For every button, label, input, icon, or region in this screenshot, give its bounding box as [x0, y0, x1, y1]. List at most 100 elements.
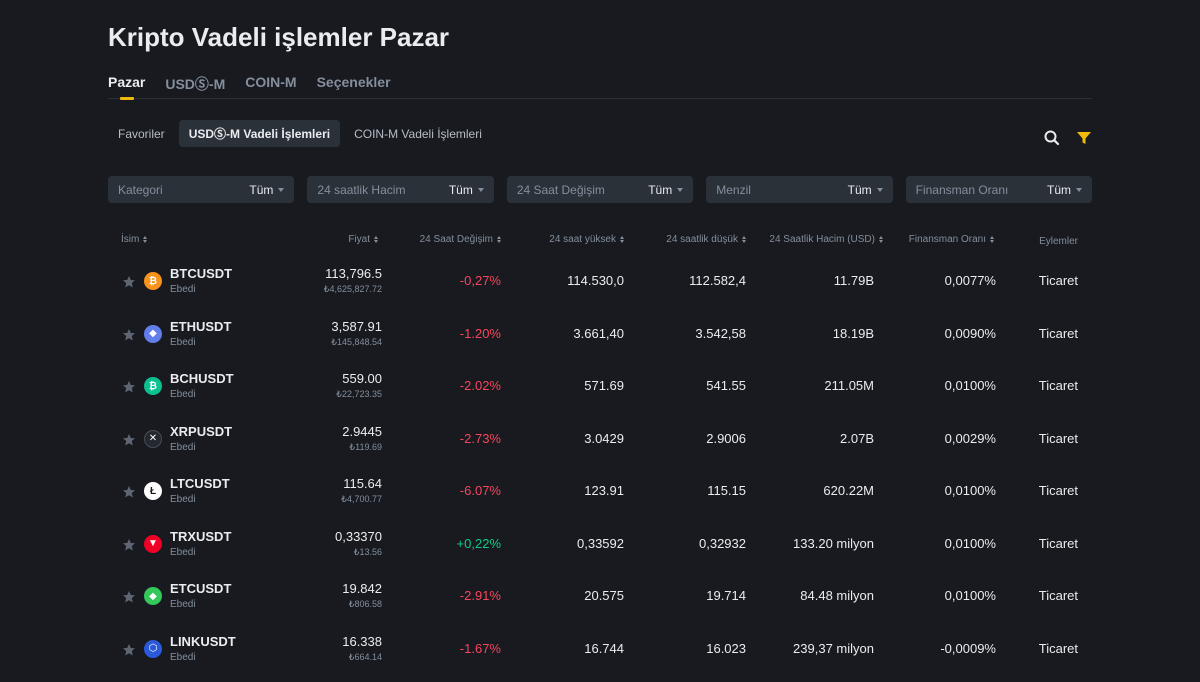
filter-icon[interactable]: [1075, 129, 1093, 147]
filter-funding[interactable]: Finansman Oranı Tüm: [905, 176, 1093, 203]
symbol[interactable]: ETCUSDT: [170, 581, 232, 596]
symbol[interactable]: XRPUSDT: [170, 423, 233, 439]
filter-bar: Kategori Tüm 24 saatlik Hacim Tüm 24 Saa…: [108, 176, 1093, 203]
filter-value: Tüm: [1047, 182, 1072, 197]
trade-link[interactable]: Ticaret: [1038, 325, 1078, 341]
price-try: ₺13.56: [353, 546, 382, 557]
price: 2.9445: [342, 423, 382, 439]
funding-rate: 0,0100%: [944, 588, 996, 603]
change-24h: -1.20%: [459, 325, 501, 341]
ethereum-icon: ◆: [144, 324, 162, 343]
symbol[interactable]: LINKUSDT: [170, 633, 236, 649]
symbol[interactable]: ETHUSDT: [170, 318, 232, 334]
symbol[interactable]: LTCUSDT: [170, 476, 230, 491]
header-price[interactable]: Fiyat: [348, 234, 378, 245]
low-24h: 16.023: [706, 640, 746, 656]
star-icon[interactable]: [122, 380, 136, 394]
main-tabs: Pazar USDⓈ-M COIN-M Seçenekler: [108, 74, 1092, 99]
header-funding[interactable]: Finansman Oranı: [909, 234, 994, 245]
star-icon[interactable]: [122, 275, 136, 289]
price-try: ₺806.58: [348, 599, 382, 609]
price: 3,587.91: [331, 318, 382, 334]
star-icon[interactable]: [122, 485, 136, 499]
trade-link[interactable]: Ticaret: [1038, 273, 1078, 288]
filter-range[interactable]: Menzil Tüm: [706, 176, 893, 203]
search-icon[interactable]: [1043, 129, 1061, 147]
table-tools: [1043, 129, 1093, 147]
star-icon[interactable]: [122, 643, 136, 657]
filter-value: Tüm: [847, 182, 872, 197]
table-row[interactable]: ₿ BTCUSDT Ebedi 113,796.5 ₺4,625,827.72 …: [108, 258, 1092, 311]
price: 16.338: [342, 633, 382, 649]
price-try: ₺664.14: [348, 651, 382, 662]
high-24h: 16.744: [584, 640, 624, 656]
header-name[interactable]: İsim: [121, 234, 148, 245]
price-try: ₺4,700.77: [341, 494, 382, 504]
price: 19.842: [342, 581, 382, 596]
table-row[interactable]: ◆ ETCUSDT Ebedi 19.842 ₺806.58 -2.91% 20…: [108, 573, 1092, 626]
high-24h: 114.530,0: [567, 273, 624, 288]
trade-link[interactable]: Ticaret: [1038, 483, 1078, 498]
xrp-icon: ✕: [144, 429, 162, 448]
header-low[interactable]: 24 saatlik düşük: [666, 234, 746, 245]
sort-icon: [990, 236, 994, 243]
table-row[interactable]: ▼ TRXUSDT Ebedi 0,33370 ₺13.56 +0,22% 0,…: [108, 521, 1092, 574]
table-row[interactable]: ✕ XRPUSDT Ebedi 2.9445 ₺119.69 -2.73% 3.…: [108, 416, 1092, 469]
subtab-coin-m-futures[interactable]: COIN-M Vadeli İşlemleri: [354, 126, 482, 141]
volume-24h: 84.48 milyon: [800, 588, 874, 603]
high-24h: 0,33592: [577, 535, 624, 551]
high-24h: 123.91: [584, 483, 624, 498]
trade-link[interactable]: Ticaret: [1038, 378, 1078, 393]
subtab-usds-m-futures[interactable]: USDⓈ-M Vadeli İşlemleri: [178, 120, 341, 147]
filter-change[interactable]: 24 Saat Değişim Tüm: [506, 176, 694, 203]
header-volume[interactable]: 24 Saatlik Hacim (USD): [769, 234, 883, 245]
filter-label: Finansman Oranı: [915, 182, 1009, 197]
low-24h: 115.15: [707, 483, 746, 498]
volume-24h: 211.05M: [824, 378, 874, 393]
sort-icon: [143, 236, 148, 243]
star-icon[interactable]: [122, 328, 136, 342]
change-24h: -6.07%: [459, 483, 501, 498]
filter-volume[interactable]: 24 saatlik Hacim Tüm: [307, 176, 494, 203]
symbol[interactable]: BCHUSDT: [170, 371, 234, 386]
tab-coin-m[interactable]: COIN-M: [245, 74, 297, 90]
trade-link[interactable]: Ticaret: [1038, 430, 1078, 446]
price-try: ₺119.69: [349, 441, 382, 452]
filter-label: Menzil: [716, 182, 751, 197]
filter-label: 24 saatlik Hacim: [317, 182, 406, 197]
ethereum-classic-icon: ◆: [144, 587, 162, 605]
filter-category[interactable]: Kategori Tüm: [108, 176, 295, 203]
header-high[interactable]: 24 saat yüksek: [549, 234, 624, 245]
funding-rate: -0,0009%: [940, 640, 996, 656]
table-row[interactable]: ◆ ETHUSDT Ebedi 3,587.91 ₺145,848.54 -1.…: [108, 311, 1092, 364]
table-row[interactable]: ₿ BCHUSDT Ebedi 559.00 ₺22,723.35 -2.02%…: [108, 363, 1092, 416]
star-icon[interactable]: [122, 433, 136, 447]
funding-rate: 0,0029%: [944, 430, 996, 446]
tab-pazar[interactable]: Pazar: [108, 74, 145, 99]
star-icon[interactable]: [122, 590, 136, 604]
table-body: ₿ BTCUSDT Ebedi 113,796.5 ₺4,625,827.72 …: [108, 258, 1092, 678]
symbol[interactable]: TRXUSDT: [170, 528, 232, 544]
trade-link[interactable]: Ticaret: [1038, 588, 1078, 603]
star-icon[interactable]: [122, 538, 136, 552]
low-24h: 0,32932: [699, 535, 746, 551]
tron-icon: ▼: [144, 534, 162, 553]
contract-type: Ebedi: [170, 651, 196, 663]
low-24h: 541.55: [706, 378, 746, 393]
table-row[interactable]: Ł LTCUSDT Ebedi 115.64 ₺4,700.77 -6.07% …: [108, 468, 1092, 521]
sort-icon: [374, 236, 378, 243]
filter-label: Kategori: [118, 182, 163, 197]
tab-secenekler[interactable]: Seçenekler: [316, 74, 391, 90]
trade-link[interactable]: Ticaret: [1038, 535, 1078, 551]
tab-usds-m[interactable]: USDⓈ-M: [165, 76, 226, 92]
volume-24h: 2.07B: [840, 430, 874, 446]
filter-label: 24 Saat Değişim: [516, 182, 605, 197]
trade-link[interactable]: Ticaret: [1038, 640, 1078, 656]
subtab-favorites[interactable]: Favoriler: [118, 126, 165, 141]
price: 115.64: [343, 476, 382, 491]
litecoin-icon: Ł: [144, 482, 162, 500]
volume-24h: 239,37 milyon: [793, 640, 874, 656]
header-change[interactable]: 24 Saat Değişim: [420, 234, 501, 245]
table-row[interactable]: ⬡ LINKUSDT Ebedi 16.338 ₺664.14 -1.67% 1…: [108, 626, 1092, 679]
symbol[interactable]: BTCUSDT: [170, 266, 233, 281]
